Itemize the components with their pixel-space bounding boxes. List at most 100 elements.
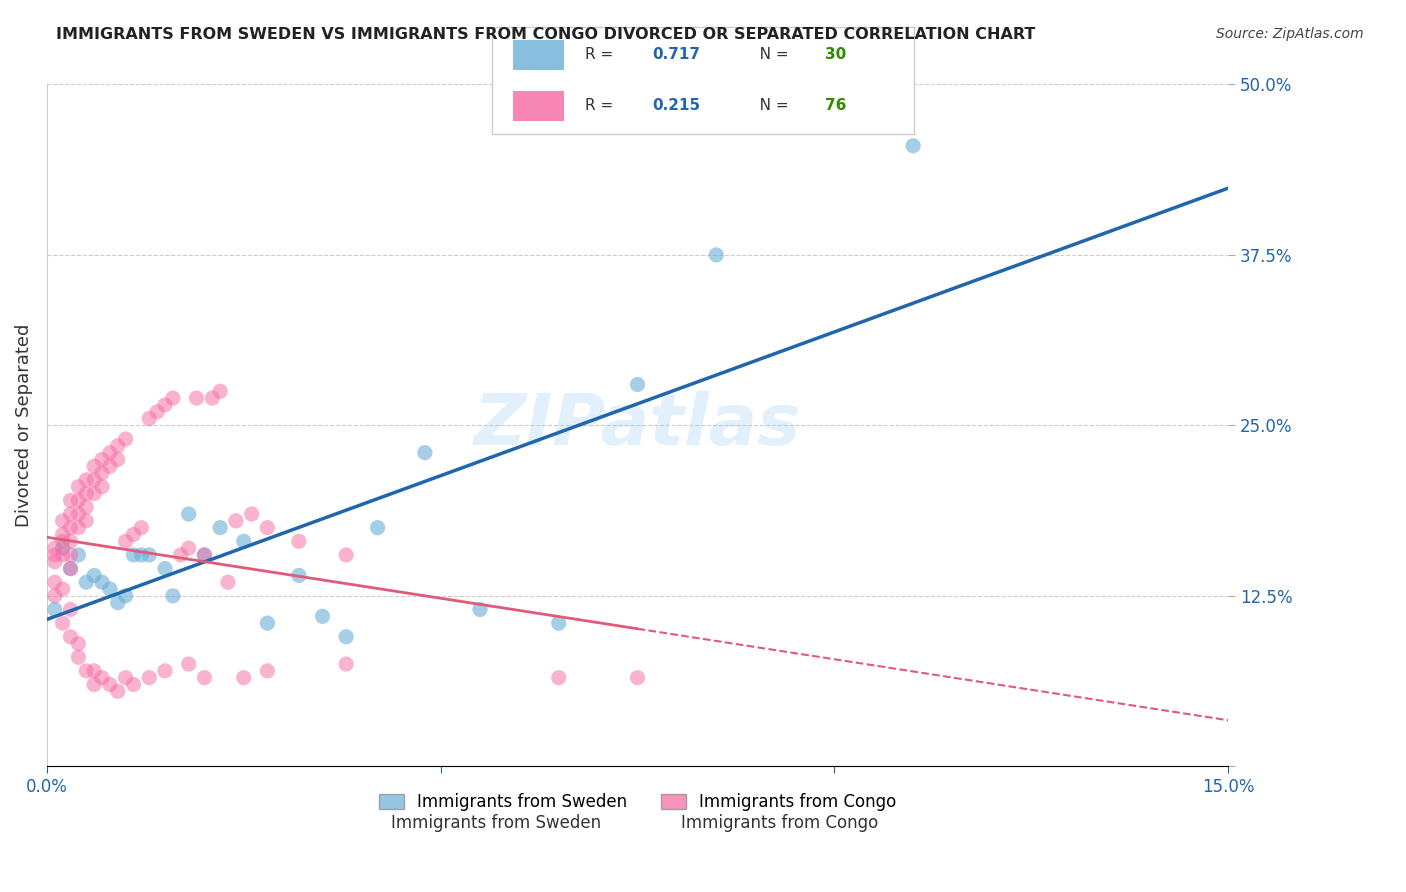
Immigrants from Sweden	[107, 596, 129, 610]
Immigrants from Sweden	[138, 548, 160, 562]
Immigrants from Congo	[98, 445, 121, 459]
Immigrants from Sweden	[83, 568, 105, 582]
Immigrants from Congo	[547, 671, 569, 685]
Immigrants from Congo	[217, 575, 239, 590]
Immigrants from Congo	[256, 521, 278, 535]
Immigrants from Congo	[107, 452, 129, 467]
Immigrants from Congo	[232, 671, 254, 685]
Immigrants from Congo	[91, 452, 114, 467]
Immigrants from Sweden	[626, 377, 648, 392]
FancyBboxPatch shape	[513, 39, 564, 70]
Immigrants from Sweden	[704, 248, 727, 262]
Immigrants from Congo	[225, 514, 247, 528]
Immigrants from Congo	[67, 493, 90, 508]
Immigrants from Sweden	[311, 609, 333, 624]
Immigrants from Sweden	[256, 616, 278, 631]
Immigrants from Congo	[52, 514, 75, 528]
Immigrants from Congo	[67, 480, 90, 494]
Immigrants from Congo	[52, 527, 75, 541]
Immigrants from Congo	[186, 391, 208, 405]
Immigrants from Congo	[122, 527, 145, 541]
Immigrants from Congo	[138, 671, 160, 685]
Immigrants from Congo	[122, 677, 145, 691]
Immigrants from Sweden	[44, 602, 66, 616]
Immigrants from Congo	[177, 541, 200, 555]
Immigrants from Sweden	[122, 548, 145, 562]
Immigrants from Congo	[209, 384, 232, 399]
Immigrants from Congo	[153, 664, 176, 678]
Immigrants from Congo	[170, 548, 193, 562]
Text: Immigrants from Sweden: Immigrants from Sweden	[391, 814, 600, 832]
Immigrants from Congo	[193, 671, 215, 685]
Text: IMMIGRANTS FROM SWEDEN VS IMMIGRANTS FROM CONGO DIVORCED OR SEPARATED CORRELATIO: IMMIGRANTS FROM SWEDEN VS IMMIGRANTS FRO…	[56, 27, 1036, 42]
Immigrants from Congo	[44, 541, 66, 555]
Immigrants from Congo	[59, 561, 82, 575]
Immigrants from Congo	[83, 664, 105, 678]
Immigrants from Congo	[44, 589, 66, 603]
Immigrants from Congo	[75, 486, 97, 500]
Immigrants from Congo	[44, 555, 66, 569]
Immigrants from Congo	[177, 657, 200, 671]
Immigrants from Congo	[114, 671, 136, 685]
Immigrants from Congo	[75, 514, 97, 528]
Immigrants from Sweden	[367, 521, 389, 535]
Y-axis label: Divorced or Separated: Divorced or Separated	[15, 324, 32, 527]
Immigrants from Congo	[83, 473, 105, 487]
Text: ZIPatlas: ZIPatlas	[474, 391, 801, 460]
Text: 76: 76	[825, 98, 846, 113]
Immigrants from Congo	[59, 548, 82, 562]
Immigrants from Congo	[67, 507, 90, 521]
Immigrants from Sweden	[75, 575, 97, 590]
Immigrants from Sweden	[98, 582, 121, 596]
Immigrants from Congo	[67, 521, 90, 535]
Text: N =: N =	[745, 47, 793, 62]
Text: N =: N =	[745, 98, 793, 113]
Immigrants from Congo	[626, 671, 648, 685]
Immigrants from Sweden	[52, 541, 75, 555]
Immigrants from Congo	[288, 534, 311, 549]
Immigrants from Congo	[83, 486, 105, 500]
Text: 0.717: 0.717	[652, 47, 700, 62]
Immigrants from Congo	[98, 677, 121, 691]
Immigrants from Congo	[52, 534, 75, 549]
Immigrants from Congo	[153, 398, 176, 412]
Immigrants from Congo	[131, 521, 153, 535]
Immigrants from Sweden	[91, 575, 114, 590]
Immigrants from Congo	[59, 493, 82, 508]
Immigrants from Congo	[114, 534, 136, 549]
Immigrants from Congo	[193, 548, 215, 562]
Immigrants from Sweden	[468, 602, 491, 616]
Immigrants from Congo	[114, 432, 136, 446]
Immigrants from Sweden	[153, 561, 176, 575]
Immigrants from Congo	[52, 616, 75, 631]
Immigrants from Congo	[83, 677, 105, 691]
Immigrants from Congo	[146, 405, 169, 419]
Immigrants from Congo	[59, 534, 82, 549]
FancyBboxPatch shape	[513, 91, 564, 121]
Immigrants from Sweden	[547, 616, 569, 631]
Text: Source: ZipAtlas.com: Source: ZipAtlas.com	[1216, 27, 1364, 41]
Immigrants from Sweden	[901, 138, 924, 153]
Immigrants from Sweden	[67, 548, 90, 562]
Immigrants from Congo	[67, 637, 90, 651]
Immigrants from Congo	[59, 630, 82, 644]
Immigrants from Sweden	[193, 548, 215, 562]
Immigrants from Congo	[52, 548, 75, 562]
Immigrants from Congo	[91, 671, 114, 685]
Immigrants from Congo	[75, 664, 97, 678]
Immigrants from Congo	[240, 507, 263, 521]
Immigrants from Sweden	[114, 589, 136, 603]
Immigrants from Congo	[59, 521, 82, 535]
Immigrants from Sweden	[59, 561, 82, 575]
Immigrants from Congo	[201, 391, 224, 405]
Immigrants from Congo	[107, 439, 129, 453]
Text: 0.215: 0.215	[652, 98, 700, 113]
Immigrants from Congo	[75, 473, 97, 487]
Immigrants from Congo	[67, 650, 90, 665]
Immigrants from Sweden	[162, 589, 184, 603]
Immigrants from Congo	[75, 500, 97, 515]
Immigrants from Sweden	[288, 568, 311, 582]
Immigrants from Sweden	[232, 534, 254, 549]
Immigrants from Sweden	[209, 521, 232, 535]
Immigrants from Congo	[91, 466, 114, 480]
